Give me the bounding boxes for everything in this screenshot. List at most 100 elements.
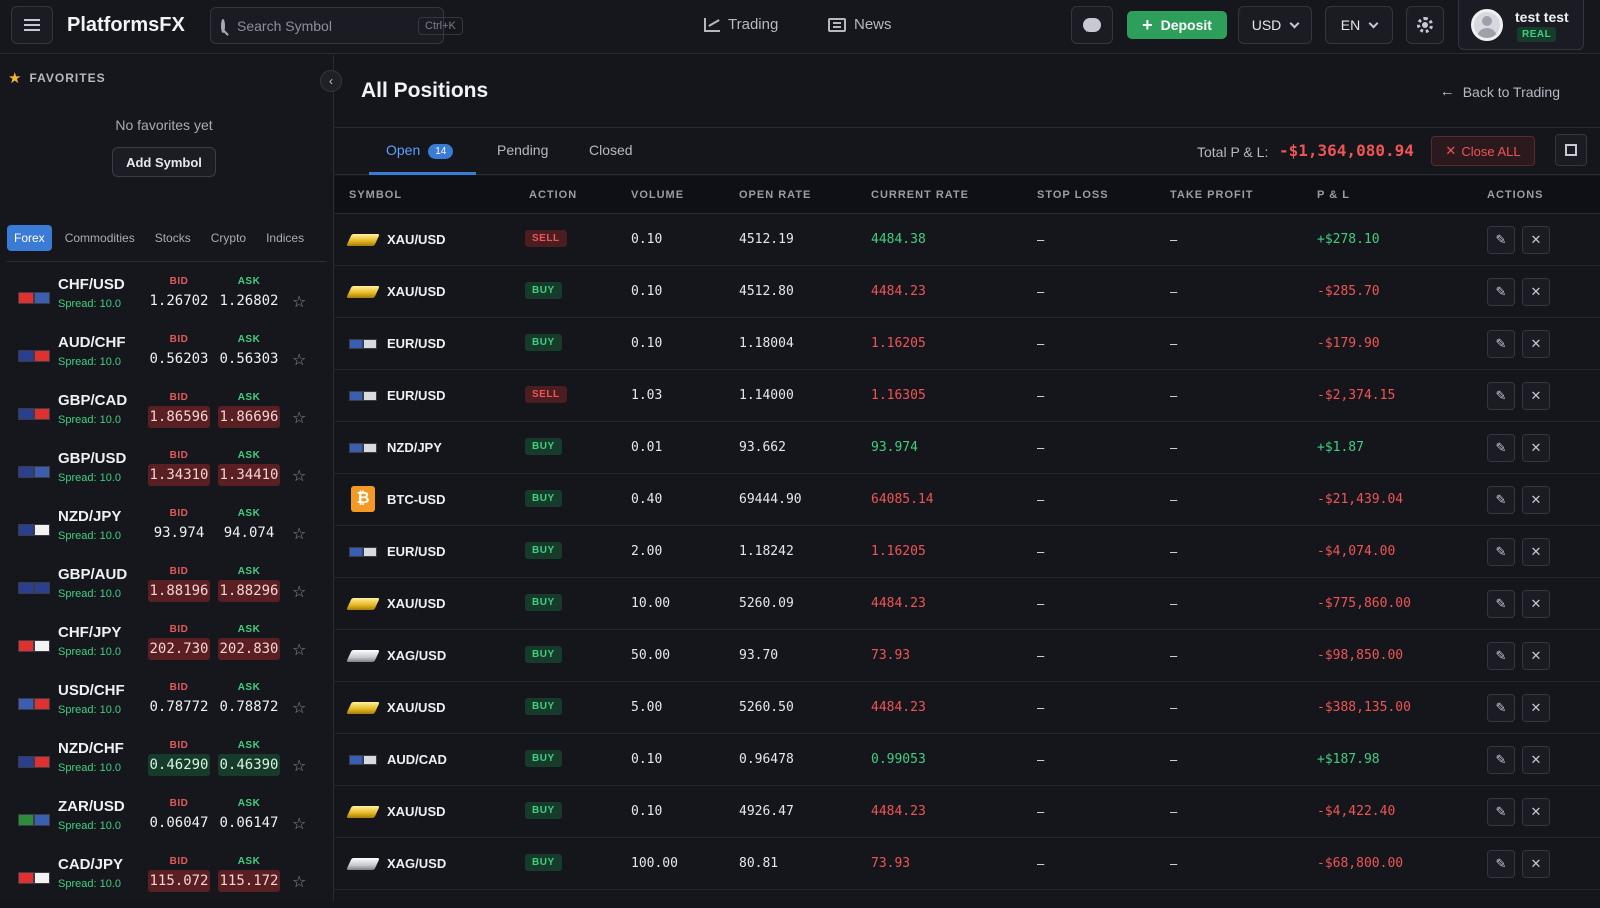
nav-trading[interactable]: Trading [704, 16, 778, 33]
favorite-star-icon[interactable]: ☆ [292, 758, 307, 775]
bid-price[interactable]: 1.88196 [148, 580, 210, 602]
brand-logo[interactable]: PlatformsFX [67, 14, 185, 36]
ask-price[interactable]: 202.830 [218, 638, 280, 660]
search-input[interactable] [237, 17, 418, 34]
close-position-button[interactable]: ✕ [1522, 642, 1550, 670]
edit-position-button[interactable]: ✎ [1487, 382, 1515, 410]
ask-price[interactable]: 0.78872 [219, 699, 279, 715]
add-symbol-button[interactable]: Add Symbol [112, 147, 216, 177]
ask-price[interactable]: 0.56303 [219, 351, 279, 367]
close-position-button[interactable]: ✕ [1522, 798, 1550, 826]
bid-price[interactable]: 115.072 [148, 870, 210, 892]
favorite-star-icon[interactable]: ☆ [292, 352, 307, 369]
col-stop-loss[interactable]: STOP LOSS [1037, 189, 1109, 201]
symbol-row[interactable]: CHF/JPY Spread: 10.0 BID ASK 202.730 202.830 ☆ [0, 618, 328, 676]
favorite-star-icon[interactable]: ☆ [292, 642, 307, 659]
deposit-button[interactable]: + Deposit [1127, 11, 1227, 39]
table-row[interactable]: ₿ BTC-USD BUY 0.40 69444.90 64085.14 – – -$21,43… [335, 474, 1600, 526]
bid-price[interactable]: 93.974 [153, 525, 205, 541]
favorite-star-icon[interactable]: ☆ [292, 294, 307, 311]
edit-position-button[interactable]: ✎ [1487, 642, 1515, 670]
table-row[interactable]: EUR/USD BUY 2.00 1.18242 1.16205 – – -$4,074.00… [335, 526, 1600, 578]
ask-price[interactable]: 1.88296 [218, 580, 280, 602]
close-position-button[interactable]: ✕ [1522, 590, 1550, 618]
favorite-star-icon[interactable]: ☆ [292, 816, 307, 833]
tab-stocks[interactable]: Stocks [154, 230, 191, 245]
close-position-button[interactable]: ✕ [1522, 746, 1550, 774]
col-take-profit[interactable]: TAKE PROFIT [1170, 189, 1254, 201]
symbol-row[interactable]: NZD/JPY Spread: 10.0 BID ASK 93.974 94.074 ☆ [0, 502, 328, 560]
col-symbol[interactable]: SYMBOL [349, 189, 403, 201]
col-volume[interactable]: VOLUME [631, 189, 685, 201]
edit-position-button[interactable]: ✎ [1487, 486, 1515, 514]
close-position-button[interactable]: ✕ [1522, 382, 1550, 410]
user-menu[interactable]: test test REAL [1458, 0, 1584, 50]
symbol-row[interactable]: CHF/USD Spread: 10.0 BID ASK 1.26702 1.26802 ☆ [0, 270, 328, 328]
close-position-button[interactable]: ✕ [1522, 486, 1550, 514]
table-row[interactable]: EUR/USD BUY 0.10 1.18004 1.16205 – – -$179.90 ✎ ✕ [335, 318, 1600, 370]
ask-price[interactable]: 94.074 [223, 525, 275, 541]
symbol-row[interactable]: NZD/CHF Spread: 10.0 BID ASK 0.46290 0.46390 ☆ [0, 734, 328, 792]
col-pl[interactable]: P & L [1317, 189, 1350, 201]
tab-pending[interactable]: Pending [497, 142, 549, 158]
symbol-row[interactable]: USD/CHF Spread: 10.0 BID ASK 0.78772 0.78872 ☆ [0, 676, 328, 734]
col-open-rate[interactable]: OPEN RATE [739, 189, 812, 201]
edit-position-button[interactable]: ✎ [1487, 278, 1515, 306]
favorite-star-icon[interactable]: ☆ [292, 584, 307, 601]
menu-button[interactable] [11, 6, 53, 44]
edit-position-button[interactable]: ✎ [1487, 434, 1515, 462]
tab-closed[interactable]: Closed [589, 142, 633, 158]
back-to-trading-link[interactable]: ← Back to Trading [1440, 83, 1560, 100]
symbol-row[interactable]: AUD/CHF Spread: 10.0 BID ASK 0.56203 0.56303 ☆ [0, 328, 328, 386]
fullscreen-button[interactable] [1555, 134, 1587, 166]
ask-price[interactable]: 0.46390 [218, 754, 280, 776]
edit-position-button[interactable]: ✎ [1487, 330, 1515, 358]
table-row[interactable]: AUD/CAD BUY 0.10 0.96478 0.99053 – – +$187.98 ✎ ✕ [335, 734, 1600, 786]
favorite-star-icon[interactable]: ☆ [292, 410, 307, 427]
tab-crypto[interactable]: Crypto [210, 230, 247, 245]
close-position-button[interactable]: ✕ [1522, 226, 1550, 254]
edit-position-button[interactable]: ✎ [1487, 590, 1515, 618]
table-row[interactable]: XAU/USD BUY 0.10 4512.80 4484.23 – – -$285.70 ✎ ✕ [335, 266, 1600, 318]
favorite-star-icon[interactable]: ☆ [292, 700, 307, 717]
bid-price[interactable]: 1.26702 [149, 293, 209, 309]
table-row[interactable]: XAU/USD SELL 0.10 4512.19 4484.38 – – +$278.10 ✎… [335, 214, 1600, 266]
symbol-row[interactable]: GBP/USD Spread: 10.0 BID ASK 1.34310 1.34410 ☆ [0, 444, 328, 502]
close-position-button[interactable]: ✕ [1522, 694, 1550, 722]
favorite-star-icon[interactable]: ☆ [292, 874, 307, 891]
edit-position-button[interactable]: ✎ [1487, 798, 1515, 826]
favorite-star-icon[interactable]: ☆ [292, 526, 307, 543]
table-row[interactable]: EUR/USD SELL 1.03 1.14000 1.16305 – – -$2,374.1… [335, 370, 1600, 422]
table-row[interactable]: XAU/USD BUY 0.10 4926.47 4484.23 – – -$4,422.40… [335, 786, 1600, 838]
ask-price[interactable]: 1.86696 [218, 406, 280, 428]
ask-price[interactable]: 115.172 [218, 870, 280, 892]
bid-price[interactable]: 0.46290 [148, 754, 210, 776]
table-row[interactable]: XAG/USD BUY 100.00 80.81 73.93 – – -$68,800.00 ✎… [335, 838, 1600, 890]
col-action[interactable]: ACTION [529, 189, 578, 201]
edit-position-button[interactable]: ✎ [1487, 538, 1515, 566]
chat-button[interactable] [1071, 6, 1113, 44]
bid-price[interactable]: 202.730 [148, 638, 210, 660]
close-position-button[interactable]: ✕ [1522, 538, 1550, 566]
nav-news[interactable]: News [828, 16, 892, 33]
table-row[interactable]: XAU/USD BUY 10.00 5260.09 4484.23 – – -$775,860… [335, 578, 1600, 630]
table-row[interactable]: XAU/USD BUY 5.00 5260.50 4484.23 – – -$388,135.… [335, 682, 1600, 734]
tab-open[interactable]: Open 14 [386, 142, 454, 159]
tab-forex[interactable]: Forex [7, 224, 52, 251]
tab-indices[interactable]: Indices [266, 230, 305, 245]
bid-price[interactable]: 1.34310 [148, 464, 210, 486]
close-position-button[interactable]: ✕ [1522, 850, 1550, 878]
table-row[interactable]: XAG/USD BUY 50.00 93.70 73.93 – – -$98,850.00 ✎ ✕ [335, 630, 1600, 682]
theme-button[interactable] [1406, 6, 1444, 44]
close-position-button[interactable]: ✕ [1522, 278, 1550, 306]
symbol-row[interactable]: GBP/AUD Spread: 10.0 BID ASK 1.88196 1.88296 ☆ [0, 560, 328, 618]
ask-price[interactable]: 0.06147 [219, 815, 279, 831]
edit-position-button[interactable]: ✎ [1487, 694, 1515, 722]
tab-commodities[interactable]: Commodities [64, 230, 135, 245]
symbol-row[interactable]: ZAR/USD Spread: 10.0 BID ASK 0.06047 0.06147 ☆ [0, 792, 328, 850]
close-all-button[interactable]: ✕ Close ALL [1431, 136, 1535, 166]
currency-select[interactable]: USD [1238, 6, 1312, 44]
bid-price[interactable]: 0.78772 [149, 699, 209, 715]
ask-price[interactable]: 1.34410 [218, 464, 280, 486]
close-position-button[interactable]: ✕ [1522, 330, 1550, 358]
